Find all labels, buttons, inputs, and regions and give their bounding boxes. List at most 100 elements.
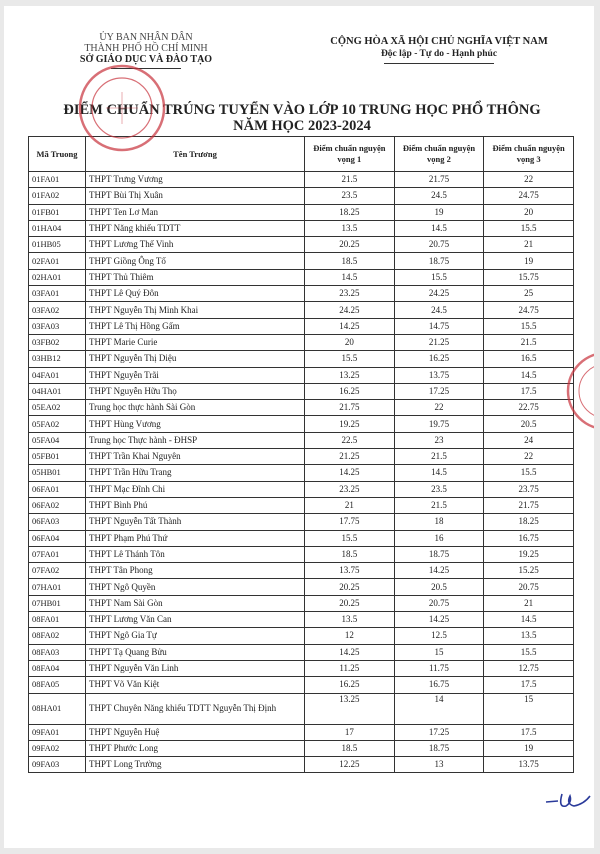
score-nv2: 21.75 bbox=[393, 170, 485, 189]
school-code: 02HA01 bbox=[28, 268, 86, 287]
header-school-code: Mã Truong bbox=[28, 136, 86, 172]
score-nv1: 22.5 bbox=[304, 431, 395, 450]
score-nv1: 19.25 bbox=[304, 415, 395, 433]
score-nv3: 15.5 bbox=[483, 643, 574, 661]
school-name: THPT Mạc Đĩnh Chi bbox=[85, 480, 305, 498]
school-name: THPT Nguyễn Trãi bbox=[85, 366, 305, 384]
score-nv2: 19 bbox=[393, 203, 485, 221]
school-name: Trung học Thực hành - ĐHSP bbox=[85, 431, 305, 450]
score-nv1: 13.25 bbox=[304, 692, 395, 725]
school-code: 08FA04 bbox=[28, 659, 86, 678]
score-nv1: 18.5 bbox=[304, 545, 395, 564]
table-row: 03FA03 THPT Lê Thị Hồng Gấm 14.25 14.75 15.5 bbox=[28, 317, 574, 335]
school-name: THPT Long Trường bbox=[85, 756, 305, 774]
score-nv3: 19.25 bbox=[483, 545, 574, 564]
school-code: 06FA02 bbox=[28, 496, 86, 515]
table-row: 05HB01 THPT Trần Hữu Trang 14.25 14.5 15.5 bbox=[28, 464, 574, 482]
score-nv1: 13.5 bbox=[304, 611, 395, 629]
score-nv3: 13.75 bbox=[483, 756, 574, 774]
score-nv1: 20 bbox=[304, 333, 395, 352]
score-nv2: 23.5 bbox=[393, 480, 485, 498]
issuer-line-1: ỦY BAN NHÂN DÂN bbox=[99, 32, 193, 43]
score-nv3: 22 bbox=[483, 170, 574, 189]
school-code: 03FA03 bbox=[28, 317, 86, 335]
school-name: THPT Nguyễn Thị Minh Khai bbox=[85, 301, 305, 319]
table-row: 07FA01 THPT Lê Thánh Tôn 18.5 18.75 19.25 bbox=[28, 545, 574, 564]
score-nv1: 21.5 bbox=[304, 170, 395, 189]
score-nv2: 21.25 bbox=[393, 333, 485, 352]
school-name: THPT Phạm Phú Thứ bbox=[85, 529, 305, 547]
score-nv2: 14.5 bbox=[393, 464, 485, 482]
school-name: THPT Ten Lơ Man bbox=[85, 203, 305, 221]
score-nv1: 16.25 bbox=[304, 676, 395, 694]
score-nv1: 14.25 bbox=[304, 464, 395, 482]
score-nv1: 12 bbox=[304, 627, 395, 645]
score-nv1: 18.5 bbox=[304, 252, 395, 270]
table-row: 09FA03 THPT Long Trường 12.25 13 13.75 bbox=[28, 756, 574, 774]
school-name: THPT Lương Thế Vinh bbox=[85, 236, 305, 254]
divider bbox=[384, 63, 494, 64]
school-name: THPT Phước Long bbox=[85, 739, 305, 758]
school-name: THPT Lê Thị Hồng Gấm bbox=[85, 317, 305, 335]
score-nv2: 18.75 bbox=[393, 545, 485, 564]
score-nv2: 18.75 bbox=[393, 252, 485, 270]
table-row: 09FA02 THPT Phước Long 18.5 18.75 19 bbox=[28, 739, 574, 758]
school-code: 08FA02 bbox=[28, 627, 86, 645]
score-table: Mã Truong Tên Trương Điểm chuẩn nguyện vọn… bbox=[28, 136, 574, 774]
score-nv1: 20.25 bbox=[304, 594, 395, 613]
school-code: 03HB12 bbox=[28, 350, 86, 368]
table-row: 05EA02 Trung học thực hành Sài Gòn 21.75 22… bbox=[28, 399, 574, 417]
school-name: THPT Nguyễn Tất Thành bbox=[85, 513, 305, 531]
score-nv3: 16.5 bbox=[483, 350, 574, 368]
document-page: ỦY BAN NHÂN DÂN THÀNH PHỐ HỒ CHÍ MINH SỞ… bbox=[4, 6, 594, 848]
table-row: 05FA02 THPT Hùng Vương 19.25 19.75 20.5 bbox=[28, 415, 574, 433]
score-nv1: 21.75 bbox=[304, 399, 395, 417]
score-nv1: 13.5 bbox=[304, 219, 395, 238]
score-nv1: 20.25 bbox=[304, 578, 395, 596]
table-row: 05FB01 THPT Trần Khai Nguyên 21.25 21.5 22 bbox=[28, 448, 574, 466]
table-row: 01FA02 THPT Bùi Thị Xuân 23.5 24.5 24.75 bbox=[28, 187, 574, 205]
school-code: 07HA01 bbox=[28, 578, 86, 596]
header-school-name: Tên Trương bbox=[85, 136, 305, 172]
table-row: 07FA02 THPT Tân Phong 13.75 14.25 15.25 bbox=[28, 562, 574, 580]
score-nv2: 18.75 bbox=[393, 739, 485, 758]
school-code: 06FA01 bbox=[28, 480, 86, 498]
score-nv1: 23.25 bbox=[304, 285, 395, 303]
national-title: CỘNG HÒA XÃ HỘI CHỦ NGHĨA VIỆT NAM bbox=[330, 36, 548, 47]
school-name: THPT Chuyên Năng khiếu TDTT Nguyễn Thị Đ… bbox=[85, 692, 305, 725]
score-nv3: 20.5 bbox=[483, 415, 574, 433]
national-motto: Độc lập - Tự do - Hạnh phúc bbox=[380, 49, 498, 59]
table-row: 09FA01 THPT Nguyễn Huệ 17 17.25 17.5 bbox=[28, 723, 574, 741]
score-nv3: 20 bbox=[483, 203, 574, 221]
score-nv3: 19 bbox=[483, 739, 574, 758]
school-code: 04FA01 bbox=[28, 366, 86, 384]
table-row: 08FA03 THPT Tạ Quang Bửu 14.25 15 15.5 bbox=[28, 643, 574, 661]
score-nv2: 16.75 bbox=[393, 676, 485, 694]
issuer-header: ỦY BAN NHÂN DÂN THÀNH PHỐ HỒ CHÍ MINH SỞ… bbox=[46, 32, 246, 69]
document-title: ĐIỂM CHUẨN TRÚNG TUYỂN VÀO LỚP 10 TRUNG … bbox=[4, 102, 600, 134]
school-code: 02FA01 bbox=[28, 252, 86, 270]
table-row: 01HB05 THPT Lương Thế Vinh 20.25 20.75 21 bbox=[28, 236, 574, 254]
score-nv1: 15.5 bbox=[304, 529, 395, 547]
school-name: THPT Hùng Vương bbox=[85, 415, 305, 433]
school-code: 05EA02 bbox=[28, 399, 86, 417]
score-nv1: 11.25 bbox=[304, 659, 395, 678]
table-row: 08FA04 THPT Nguyễn Văn Linh 11.25 11.75 12.7… bbox=[28, 659, 574, 678]
school-code: 05FA04 bbox=[28, 431, 86, 450]
table-row: 05FA04 Trung học Thực hành - ĐHSP 22.5 23 24 bbox=[28, 431, 574, 450]
score-nv3: 16.75 bbox=[483, 529, 574, 547]
school-name: THPT Nam Sài Gòn bbox=[85, 594, 305, 613]
score-nv1: 23.25 bbox=[304, 480, 395, 498]
school-code: 03FA02 bbox=[28, 301, 86, 319]
score-nv3: 15.5 bbox=[483, 464, 574, 482]
score-nv1: 21.25 bbox=[304, 448, 395, 466]
school-name: THPT Trần Khai Nguyên bbox=[85, 448, 305, 466]
school-code: 01FA01 bbox=[28, 170, 86, 189]
table-row: 08FA02 THPT Ngô Gia Tự 12 12.5 13.5 bbox=[28, 627, 574, 645]
school-name: THPT Ngô Quyền bbox=[85, 578, 305, 596]
school-code: 03FB02 bbox=[28, 333, 86, 352]
table-row: 08FA01 THPT Lương Văn Can 13.5 14.25 14.5 bbox=[28, 611, 574, 629]
score-nv2: 16 bbox=[393, 529, 485, 547]
title-line-1: ĐIỂM CHUẨN TRÚNG TUYỂN VÀO LỚP 10 TRUNG … bbox=[63, 102, 541, 118]
score-nv1: 24.25 bbox=[304, 301, 395, 319]
